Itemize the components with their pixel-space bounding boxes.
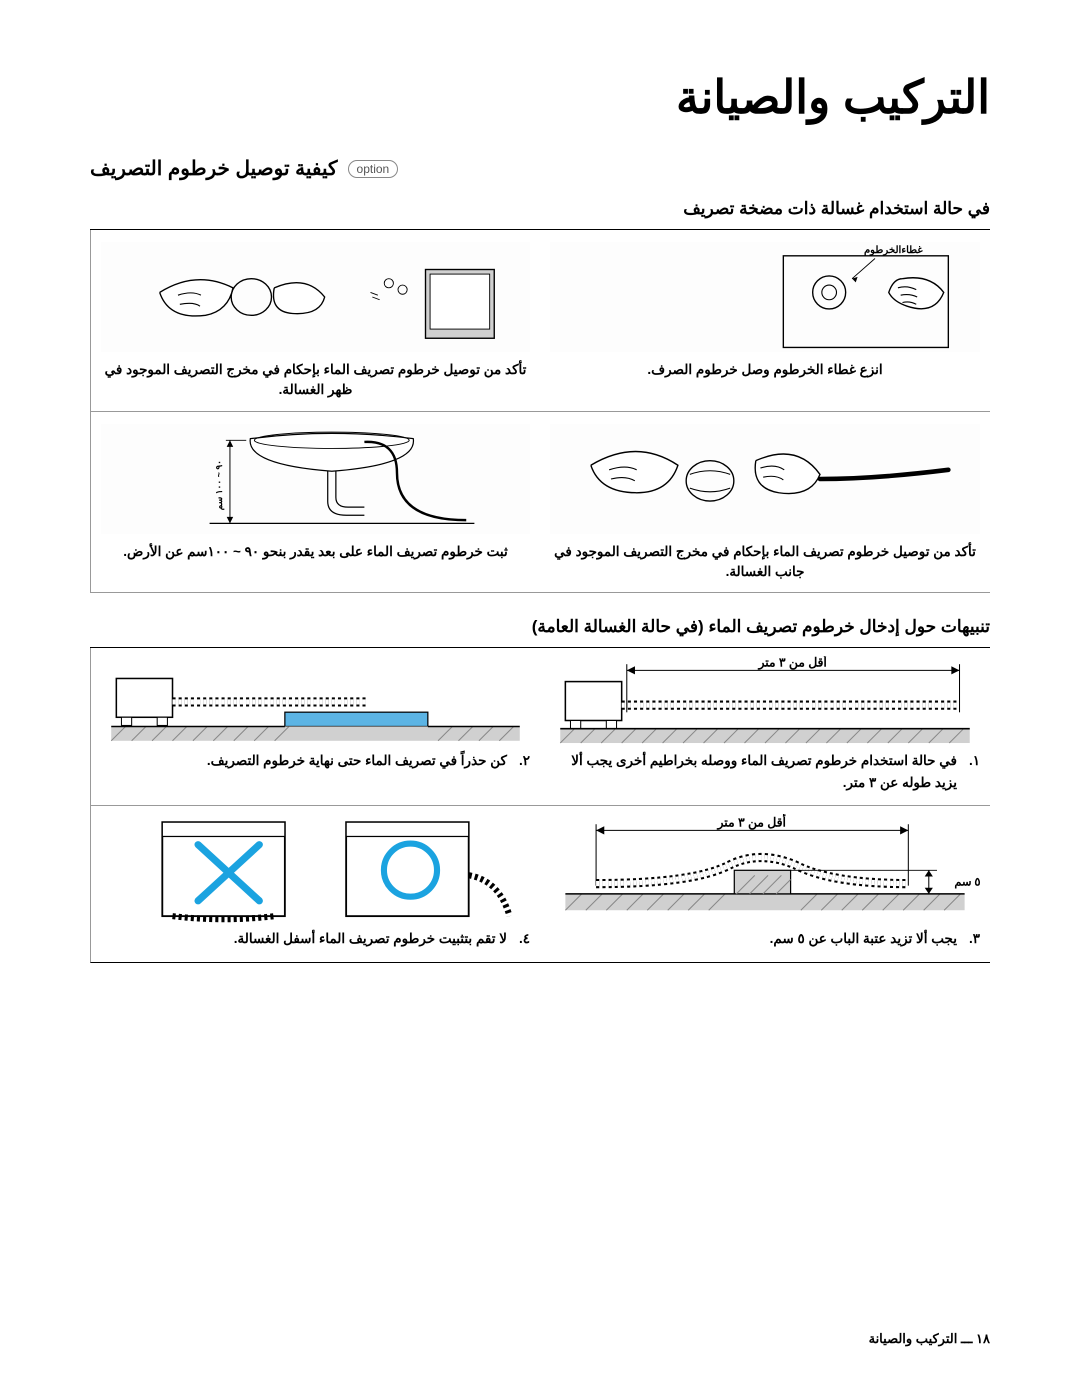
svg-text:٩٠ ~ ١٠٠ سم: ٩٠ ~ ١٠٠ سم [214,459,225,509]
caption: ٢. كن حذراً في تصريف الماء حتى نهاية خرط… [101,750,530,772]
illus-length: أقل من ٣ متر [550,662,980,742]
illus-hose-cap: غطاءالخرطوم [550,242,980,352]
section-title: كيفية توصيل خرطوم التصريف [90,156,338,181]
caption: ٣. يجب ألا تزيد عتبة الباب عن ٥ سم. [550,928,980,950]
footer-sep: ـــ [957,1331,972,1346]
svg-text:أقل من ٥ سم: أقل من ٥ سم [954,875,980,889]
illus-side-outlet [550,424,980,534]
option-badge: option [348,160,399,178]
cell-back-outlet: تأكد من توصيل خرطوم تصريف الماء بإحكام ف… [90,230,540,412]
caption: تأكد من توصيل خرطوم تصريف الماء بإحكام ف… [101,360,530,401]
page-title: التركيب والصيانة [90,70,990,124]
caption: ثبت خرطوم تصريف الماء على بعد يقدر بنحو … [101,542,530,562]
illus-drain-careful [101,662,530,742]
caption: تأكد من توصيل خرطوم تصريف الماء بإحكام ف… [550,542,980,583]
caution-4: ٤. لا تقم بتثبيت خرطوم تصريف الماء أسفل … [90,806,540,963]
illus-threshold: أقل من ٣ متر [550,820,980,920]
caption: انزع غطاء الخرطوم وصل خرطوم الصرف. [550,360,980,380]
cell-side-outlet: تأكد من توصيل خرطوم تصريف الماء بإحكام ف… [540,412,990,593]
subsection-1-title: في حالة استخدام غسالة ذات مضخة تصريف [90,199,990,219]
cell-sink-height: ٩٠ ~ ١٠٠ سم ثبت خرطوم تصريف الماء على بع… [90,412,540,593]
svg-text:أقل من ٣ متر: أقل من ٣ متر [717,814,786,830]
caution-1: أقل من ٣ متر ١. في حالة استخدام خرطوم تص… [540,648,990,806]
caution-2: ٢. كن حذراً في تصريف الماء حتى نهاية خرط… [90,648,540,806]
footer-text: التركيب والصيانة [869,1331,958,1346]
caption: ٤. لا تقم بتثبيت خرطوم تصريف الماء أسفل … [101,928,530,950]
page-number: ١٨ [976,1331,990,1346]
section-header: option كيفية توصيل خرطوم التصريف [90,156,990,181]
illus-back-outlet [101,242,530,352]
pump-grid: غطاءالخرطوم انزع غطاء الخرطوم وصل خرطوم … [90,230,990,593]
illus-sink-height: ٩٠ ~ ١٠٠ سم [101,424,530,534]
caption: ١. في حالة استخدام خرطوم تصريف الماء ووص… [550,750,980,793]
illus-under-washer [101,820,530,920]
subsection-2-title: تنبيهات حول إدخال خرطوم تصريف الماء (في … [90,617,990,637]
caution-3: أقل من ٣ متر [540,806,990,963]
cell-hose-cap: غطاءالخرطوم انزع غطاء الخرطوم وصل خرطوم … [540,230,990,412]
caution-grid: أقل من ٣ متر ١. في حالة استخدام خرطوم تص… [90,647,990,963]
hose-cap-label: غطاءالخرطوم [864,245,923,256]
page-footer: ١٨ ـــ التركيب والصيانة [869,1331,990,1347]
svg-text:أقل من ٣ متر: أقل من ٣ متر [757,656,826,670]
